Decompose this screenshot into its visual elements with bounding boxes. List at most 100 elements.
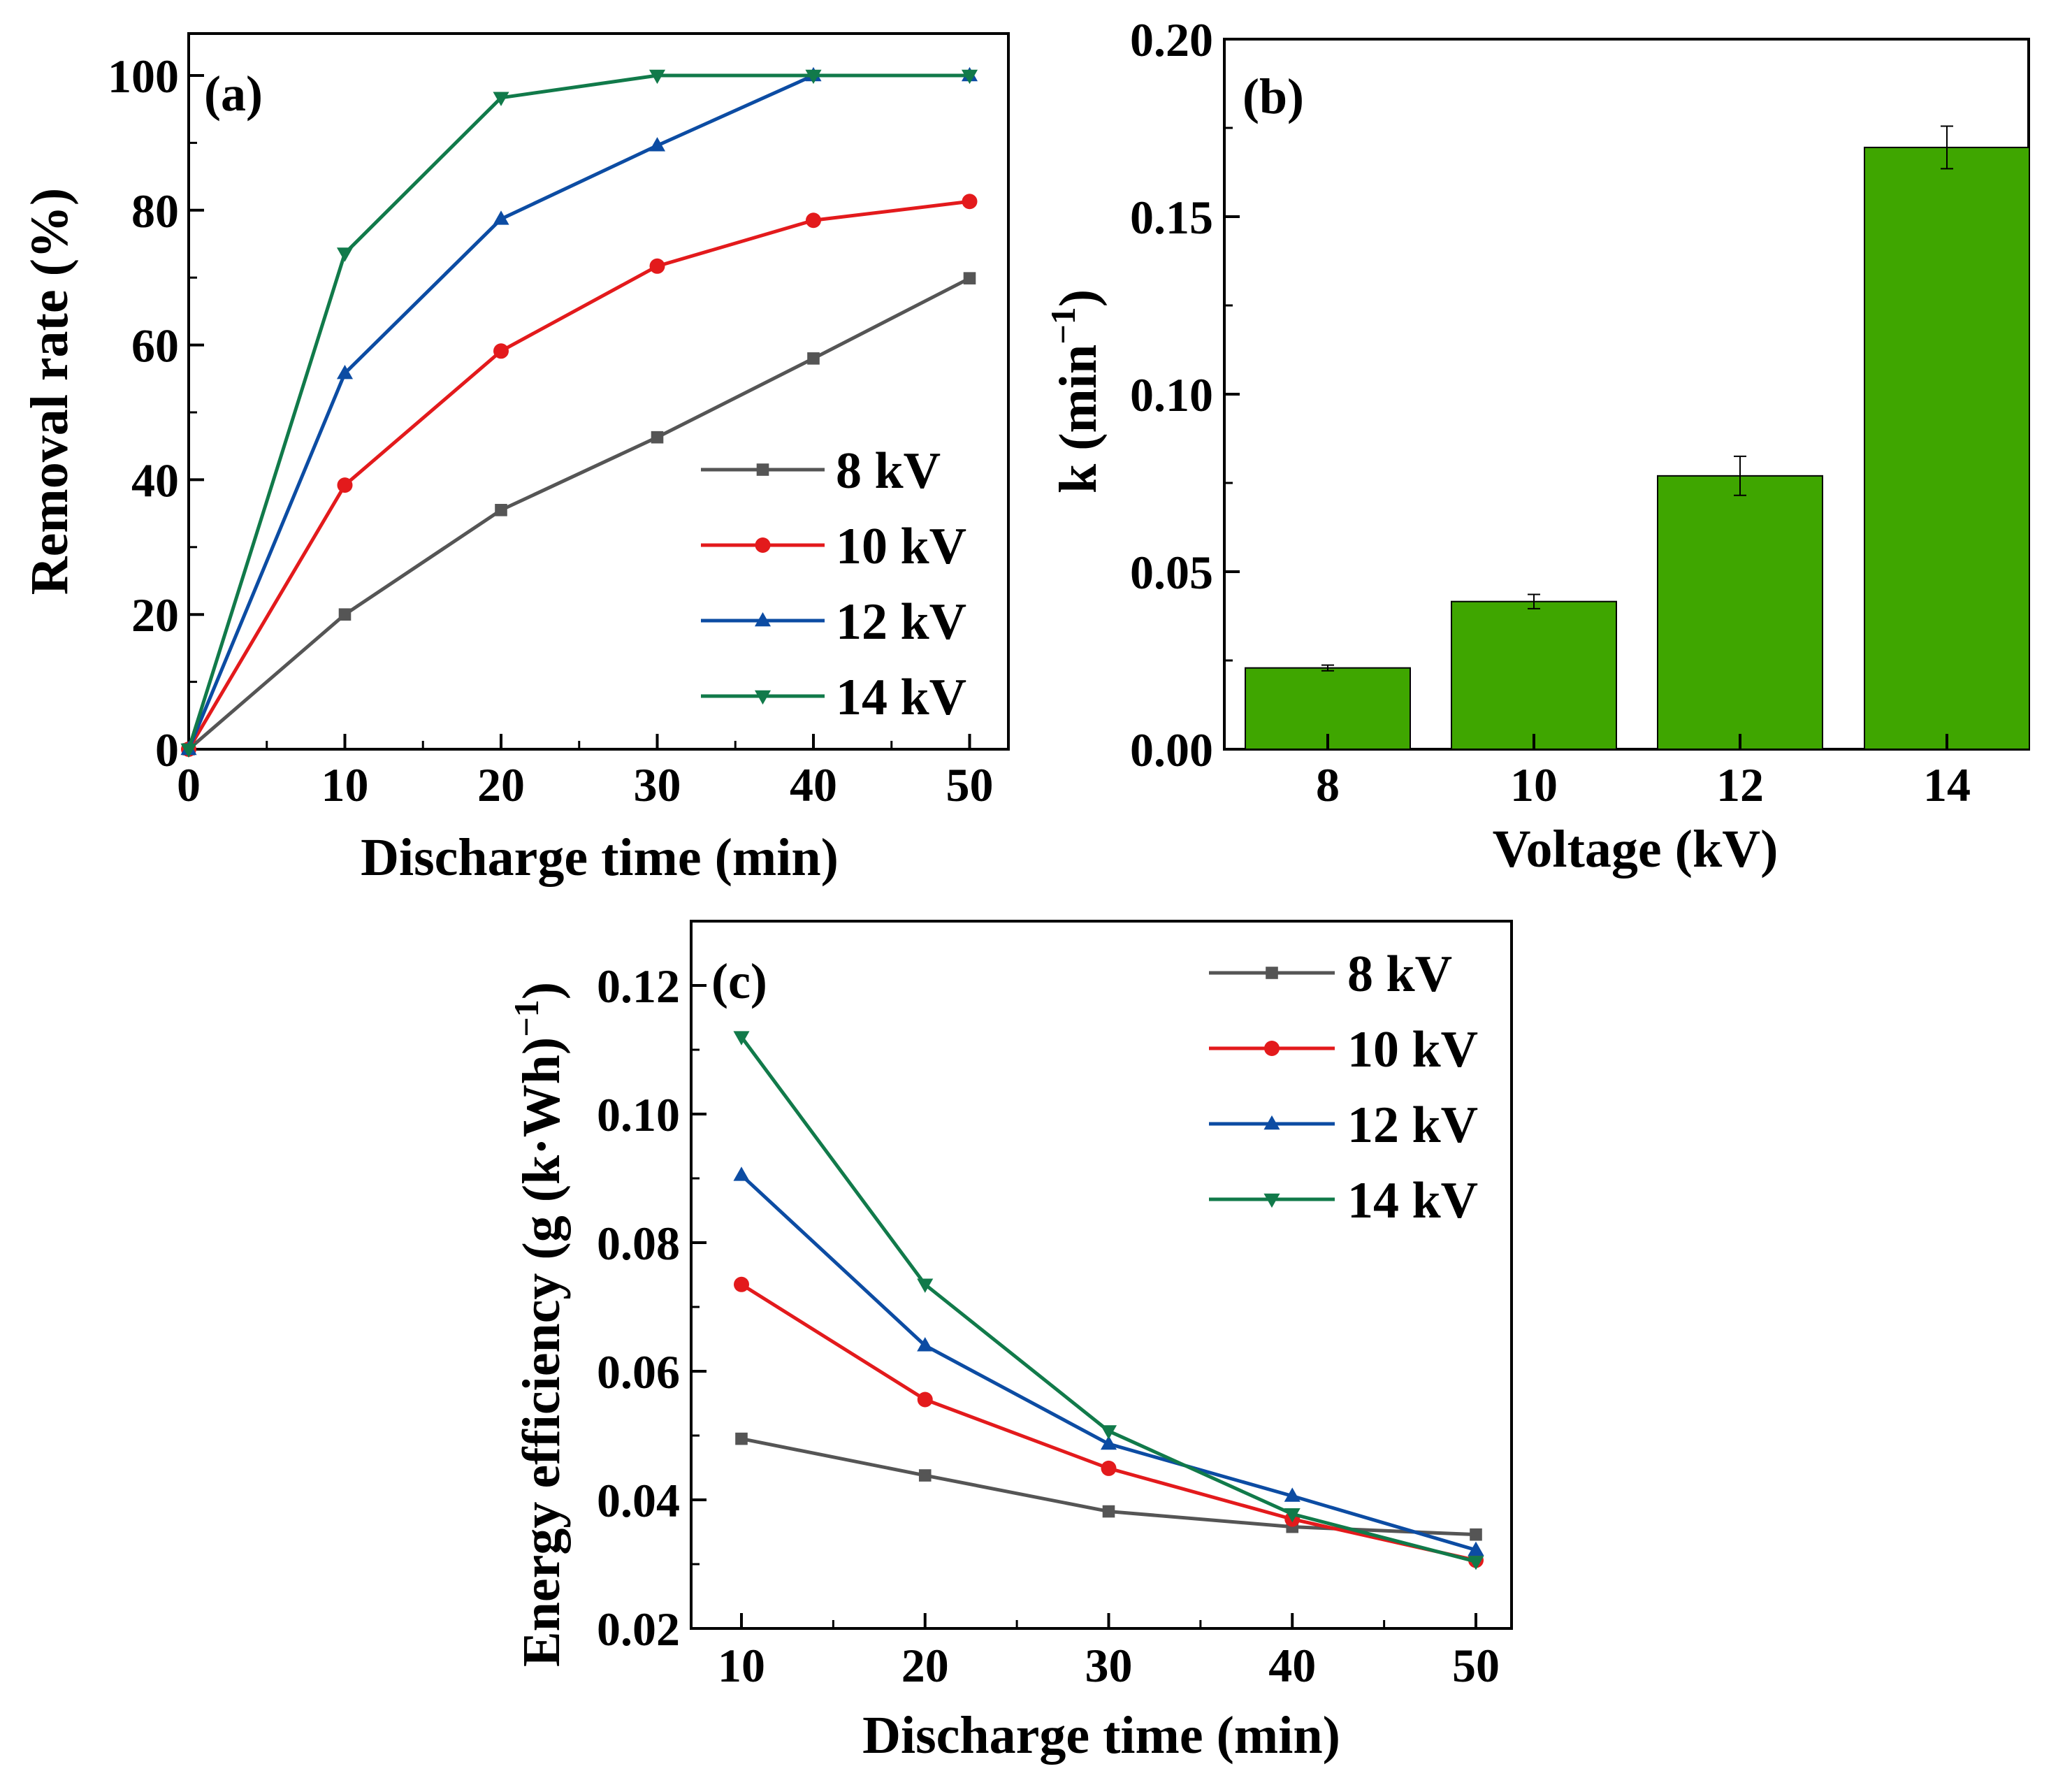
data-point bbox=[1101, 1460, 1117, 1476]
data-point bbox=[733, 1031, 750, 1046]
y-axis-label-superscript: −1 bbox=[1043, 307, 1082, 345]
x-axis-label: Voltage (kV) bbox=[1493, 820, 1778, 879]
series-line-8kv bbox=[741, 1437, 1477, 1537]
legend-marker bbox=[1263, 1193, 1280, 1208]
y-axis-label-superscript: −1 bbox=[507, 999, 546, 1037]
y-tick-label: 0.04 bbox=[597, 1474, 680, 1527]
data-point bbox=[1102, 1505, 1115, 1518]
y-tick-label: 80 bbox=[131, 185, 179, 238]
y-tick-label: 0 bbox=[155, 723, 179, 776]
data-point bbox=[338, 608, 352, 621]
x-tick-label: 10 bbox=[718, 1639, 765, 1692]
x-axis-label: Discharge time (min) bbox=[361, 828, 839, 887]
x-axis-label: Discharge time (min) bbox=[862, 1706, 1340, 1765]
legend-marker bbox=[755, 537, 771, 553]
data-point bbox=[493, 92, 509, 106]
data-point bbox=[1100, 1435, 1117, 1450]
data-point bbox=[805, 69, 822, 85]
legend-label: 12 kV bbox=[836, 593, 966, 651]
legend-marker bbox=[1266, 967, 1278, 979]
legend-label: 8 kV bbox=[1347, 946, 1452, 1003]
y-tick-label: 0.10 bbox=[1130, 368, 1213, 421]
legend-marker bbox=[1263, 1115, 1280, 1130]
data-point bbox=[1468, 1541, 1484, 1556]
y-tick-label: 0.00 bbox=[1130, 723, 1213, 776]
legend-label: 10 kV bbox=[836, 518, 966, 575]
y-axis-label: Removal rate (%) bbox=[20, 188, 79, 595]
x-tick-label: 40 bbox=[790, 758, 837, 811]
data-point bbox=[651, 431, 664, 444]
data-point bbox=[807, 352, 820, 365]
bar-10kv bbox=[1451, 600, 1617, 750]
y-axis-label: Energy efficiency (g (k·Wh)−1) bbox=[507, 982, 571, 1667]
legend-marker bbox=[754, 612, 771, 627]
series-line-12kv bbox=[740, 1173, 1477, 1552]
data-point bbox=[649, 137, 666, 152]
x-tick-label: 0 bbox=[177, 758, 201, 811]
panel-c-energy-efficiency: 0.02 0.04 0.06 0.08 0.10 0.12 10 20 30 40 50 8 kV 10… bbox=[507, 920, 1513, 1765]
x-tick-label: 14 bbox=[1923, 758, 1971, 811]
series-line-14kv bbox=[187, 73, 970, 750]
x-tick-label: 12 bbox=[1716, 758, 1764, 811]
legend-label: 10 kV bbox=[1347, 1021, 1478, 1078]
data-point bbox=[917, 1278, 934, 1293]
y-tick-label: 0.05 bbox=[1130, 546, 1213, 599]
data-point bbox=[917, 1337, 934, 1352]
plot-frame bbox=[690, 920, 1513, 1630]
x-tick-label: 20 bbox=[901, 1639, 949, 1692]
legend-marker bbox=[756, 463, 769, 476]
y-tick-label: 40 bbox=[131, 454, 179, 507]
data-point bbox=[649, 258, 665, 274]
data-point bbox=[1100, 1425, 1117, 1440]
series-line-8kv bbox=[187, 276, 971, 751]
data-point bbox=[734, 1276, 749, 1292]
y-axis-label: k (min−1) bbox=[1043, 289, 1108, 493]
x-tick-label: 40 bbox=[1268, 1639, 1316, 1692]
bar-12kv bbox=[1657, 475, 1823, 751]
data-point bbox=[1284, 1508, 1301, 1523]
y-axis-label-main: Energy efficiency (g (k·Wh) bbox=[512, 1037, 571, 1667]
data-point bbox=[1284, 1487, 1301, 1502]
panel-a-removal-rate: 0 20 40 60 80 100 0 10 20 30 40 50 8 kV 10 kV 12 kV 14 … bbox=[20, 32, 1010, 887]
y-axis-label-end: ) bbox=[512, 982, 571, 999]
y-axis-label-end: ) bbox=[1049, 289, 1108, 307]
y-tick-label: 0.06 bbox=[597, 1345, 680, 1399]
y-tick-label: 20 bbox=[131, 588, 179, 642]
x-tick-label: 10 bbox=[321, 758, 369, 811]
data-point bbox=[337, 477, 353, 493]
legend-marker bbox=[1264, 1041, 1280, 1056]
data-point bbox=[495, 503, 507, 516]
data-point bbox=[493, 343, 509, 359]
x-tick-label: 8 bbox=[1316, 758, 1340, 811]
x-tick-label: 30 bbox=[634, 758, 681, 811]
y-tick-label: 0.12 bbox=[597, 960, 680, 1013]
y-tick-label: 0.08 bbox=[597, 1217, 680, 1270]
y-tick-label: 60 bbox=[131, 319, 179, 373]
y-axis-label-main: k (min bbox=[1049, 345, 1108, 493]
data-point bbox=[649, 69, 666, 85]
x-tick-label: 50 bbox=[946, 758, 994, 811]
x-tick-label: 10 bbox=[1510, 758, 1558, 811]
y-tick-label: 0.02 bbox=[597, 1603, 680, 1656]
data-point bbox=[1470, 1528, 1482, 1541]
y-tick-label: 0.20 bbox=[1130, 13, 1213, 66]
plot-frame bbox=[187, 32, 1010, 751]
legend-label: 14 kV bbox=[836, 669, 966, 726]
y-tick-label: 0.15 bbox=[1130, 191, 1213, 244]
data-point bbox=[917, 1392, 933, 1408]
data-point bbox=[962, 194, 978, 210]
x-tick-label: 50 bbox=[1452, 1639, 1500, 1692]
data-point bbox=[735, 1432, 748, 1445]
legend-marker bbox=[754, 690, 771, 705]
x-tick-label: 30 bbox=[1085, 1639, 1133, 1692]
panel-label: (b) bbox=[1243, 68, 1304, 124]
x-tick-label: 20 bbox=[477, 758, 525, 811]
y-tick-label: 0.10 bbox=[597, 1088, 680, 1141]
legend-label: 12 kV bbox=[1347, 1097, 1478, 1154]
data-point bbox=[918, 1469, 932, 1482]
data-point bbox=[961, 69, 978, 85]
data-point bbox=[806, 212, 821, 229]
data-point bbox=[1468, 1556, 1484, 1570]
legend-label: 8 kV bbox=[836, 442, 941, 500]
